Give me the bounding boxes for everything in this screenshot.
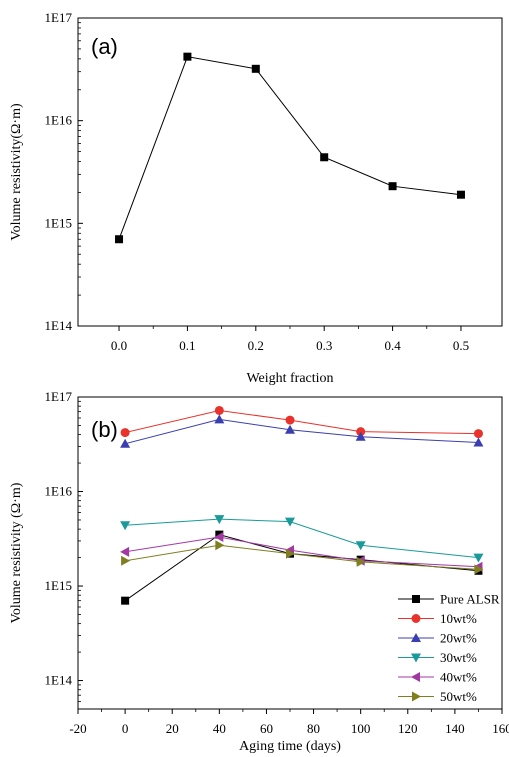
x-tick-label: 0.2: [248, 338, 264, 353]
data-point: [285, 517, 295, 527]
data-point: [285, 424, 295, 434]
legend-marker: [412, 595, 420, 603]
data-point: [115, 235, 124, 244]
legend-label: 10wt%: [440, 611, 477, 626]
x-axis-title-b: Aging time (days): [239, 739, 341, 754]
y-axis-title-b: Volume resistivity (Ω·m): [9, 482, 24, 623]
x-tick-label: 60: [260, 721, 273, 736]
data-point: [286, 548, 295, 559]
series-line: [124, 418, 479, 445]
y-axis-title-a: Volume resistivity(Ω·m): [9, 103, 24, 241]
data-point: [388, 182, 397, 191]
data-point: [356, 427, 366, 437]
x-tick-label: 40: [213, 721, 226, 736]
legend-label: 40wt%: [440, 670, 477, 685]
data-point: [285, 415, 295, 425]
y-tick-label: 1E16: [45, 113, 73, 128]
x-tick-label: 0.5: [453, 338, 469, 353]
series-line: [124, 534, 479, 602]
x-axis-ticks-a: 0.0 0.1 0.2 0.3 0.4 0.5: [111, 326, 469, 353]
data-point: [473, 437, 484, 447]
x-tick-label: 0.4: [384, 338, 401, 353]
data-point: [214, 532, 224, 543]
panel-label-b: (b): [91, 417, 118, 442]
plot-frame-a: [77, 17, 503, 327]
series-group-b: [120, 405, 484, 605]
data-point: [214, 515, 225, 525]
legend-marker: [412, 691, 421, 702]
x-axis-title-a: Weight fraction: [246, 371, 333, 386]
data-point: [356, 556, 366, 567]
y-axis-ticks-b: 1E14 1E15 1E16 1E17: [45, 389, 83, 702]
legend-b: Pure ALSR 10wt% 20wt% 30wt% 40wt% 50wt%: [398, 592, 500, 704]
x-tick-label: 0: [122, 721, 129, 736]
series-line: [125, 544, 479, 570]
legend-label: 30wt%: [440, 650, 477, 665]
x-tick-label: 160: [492, 721, 509, 736]
x-tick-label: 100: [351, 721, 371, 736]
data-point: [456, 190, 465, 199]
legend-label: 50wt%: [440, 689, 477, 704]
data-point: [355, 431, 366, 441]
legend-marker: [411, 633, 421, 642]
legend-marker: [411, 653, 421, 663]
y-axis-ticks-a: 1E14 1E15 1E16 1E17: [45, 10, 83, 333]
panel-label-a: (a): [91, 34, 118, 59]
data-point: [214, 405, 224, 415]
series-line: [118, 56, 462, 240]
legend-marker: [411, 614, 421, 623]
data-point: [355, 541, 366, 551]
data-point: [215, 540, 225, 551]
y-tick-label: 1E15: [45, 215, 72, 230]
legend-label: 20wt%: [440, 631, 477, 646]
series-group-a: [115, 52, 465, 244]
x-tick-label: 120: [398, 721, 418, 736]
x-tick-label: 0.0: [111, 338, 127, 353]
data-point: [120, 438, 131, 448]
y-tick-label: 1E17: [45, 389, 73, 404]
x-tick-label: 140: [445, 721, 465, 736]
data-point: [320, 153, 329, 162]
x-tick-label: 0.1: [179, 338, 195, 353]
chart-b: 1E14 1E15 1E16 1E17 -20 0 20 40 60 80 100 120 140 16…: [9, 389, 509, 754]
y-tick-label: 1E17: [45, 10, 73, 25]
data-point: [120, 428, 130, 438]
y-tick-label: 1E14: [45, 673, 73, 688]
data-point: [183, 52, 192, 61]
x-tick-label: 80: [307, 721, 320, 736]
x-axis-ticks-b: -20 0 20 40 60 80 100 120 140 160: [69, 709, 509, 736]
legend-label: Pure ALSR: [440, 592, 500, 607]
x-tick-label: 20: [166, 721, 179, 736]
y-tick-label: 1E16: [45, 484, 73, 499]
y-tick-label: 1E15: [45, 578, 72, 593]
data-point: [473, 553, 484, 563]
data-point: [473, 429, 483, 439]
data-point: [121, 555, 131, 566]
data-point: [214, 414, 225, 424]
data-point: [251, 64, 260, 73]
data-point: [120, 521, 131, 531]
x-tick-label: -20: [69, 721, 86, 736]
y-tick-label: 1E14: [45, 318, 73, 333]
legend-marker: [411, 672, 420, 682]
data-point: [121, 596, 130, 605]
x-tick-label: 0.3: [316, 338, 332, 353]
data-point: [474, 564, 484, 575]
data-point: [120, 546, 130, 557]
